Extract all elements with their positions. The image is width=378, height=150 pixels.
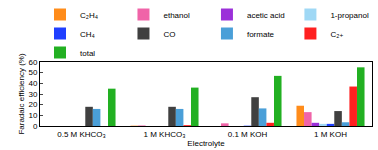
svg-text:60: 60	[28, 58, 37, 67]
svg-text:1-propanol: 1-propanol	[330, 11, 368, 20]
svg-text:1 M KOH: 1 M KOH	[314, 130, 347, 139]
svg-text:1 M KHCO₃: 1 M KHCO₃	[144, 130, 186, 139]
svg-text:acetic acid: acetic acid	[247, 11, 285, 20]
svg-text:C₂₊: C₂₊	[330, 30, 343, 39]
svg-text:C₂H₄: C₂H₄	[80, 11, 98, 20]
svg-text:formate: formate	[247, 30, 275, 39]
svg-text:Electrolyte: Electrolyte	[187, 139, 225, 148]
svg-text:30: 30	[28, 90, 37, 99]
svg-text:20: 20	[28, 100, 37, 109]
svg-text:10: 10	[28, 111, 37, 120]
svg-text:0: 0	[33, 122, 38, 131]
svg-text:CH₄: CH₄	[80, 30, 95, 39]
svg-text:total: total	[80, 49, 95, 58]
svg-text:CO: CO	[163, 30, 175, 39]
svg-text:Faradaic efficiency (%): Faradaic efficiency (%)	[17, 53, 26, 135]
svg-text:0.5 M KHCO₃: 0.5 M KHCO₃	[57, 130, 106, 139]
svg-text:0.1 M KOH: 0.1 M KOH	[228, 130, 268, 139]
svg-text:50: 50	[28, 68, 37, 77]
svg-text:40: 40	[28, 79, 37, 88]
svg-text:ethanol: ethanol	[163, 11, 189, 20]
